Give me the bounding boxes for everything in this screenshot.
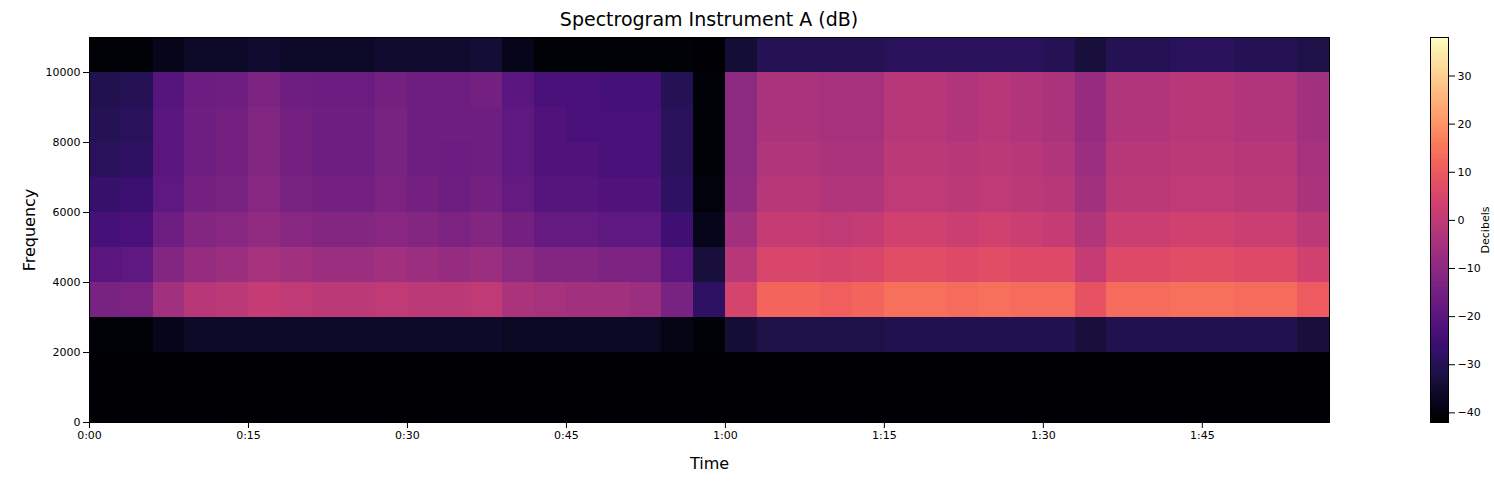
- svg-text:6000: 6000: [53, 206, 81, 219]
- svg-text:−20: −20: [1458, 310, 1481, 323]
- svg-text:20: 20: [1458, 118, 1472, 131]
- svg-text:1:00: 1:00: [713, 429, 738, 442]
- svg-text:−10: −10: [1458, 262, 1481, 275]
- svg-text:0:15: 0:15: [236, 429, 261, 442]
- html-text:Spectrogram Instrument A (dB): Spectrogram Instrument A (dB): [559, 8, 859, 30]
- svg-text:0:00: 0:00: [77, 429, 102, 442]
- svg-text:8000: 8000: [53, 136, 81, 149]
- svg-text:1:45: 1:45: [1190, 429, 1215, 442]
- svg-text:4000: 4000: [53, 276, 81, 289]
- svg-text:0: 0: [1458, 214, 1465, 227]
- svg-text:Frequency: Frequency: [20, 189, 39, 272]
- svg-text:10: 10: [1458, 166, 1472, 179]
- svg-text:0:30: 0:30: [395, 429, 420, 442]
- svg-text:0:45: 0:45: [554, 429, 579, 442]
- svg-text:10000: 10000: [46, 66, 81, 79]
- svg-text:2000: 2000: [53, 346, 81, 359]
- svg-text:30: 30: [1458, 70, 1472, 83]
- svg-text:−30: −30: [1458, 358, 1481, 371]
- svg-text:−40: −40: [1458, 406, 1481, 419]
- svg-text:0: 0: [74, 416, 81, 429]
- svg-text:1:30: 1:30: [1031, 429, 1056, 442]
- svg-text:Decibels: Decibels: [1479, 206, 1492, 253]
- svg-text:Time: Time: [689, 454, 729, 473]
- svg-text:1:15: 1:15: [872, 429, 897, 442]
